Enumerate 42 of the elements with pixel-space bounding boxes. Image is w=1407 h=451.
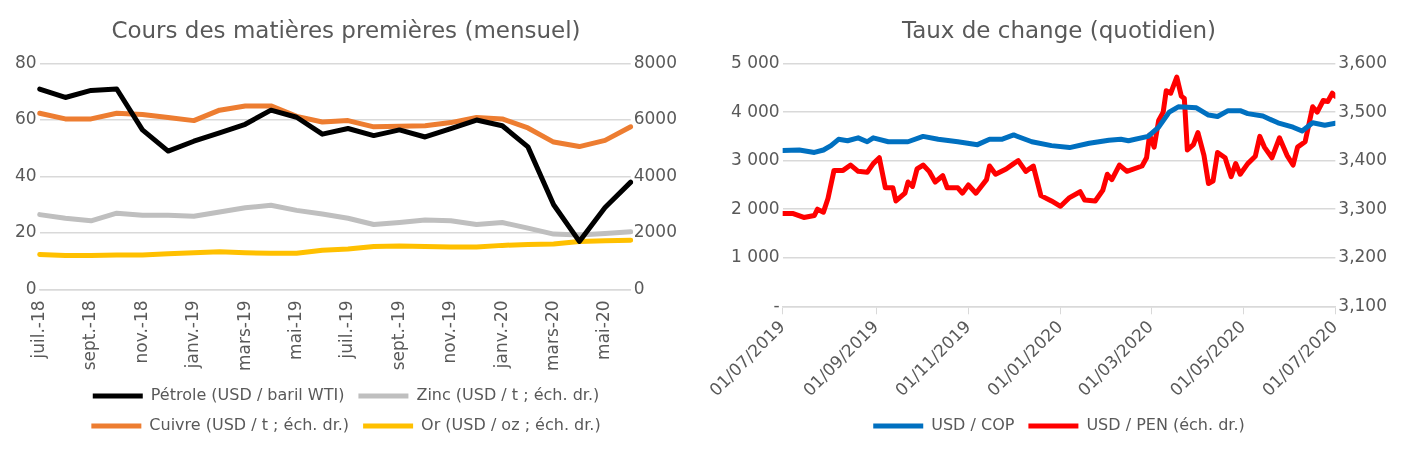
y2-tick-label: 3,600 (1338, 52, 1387, 73)
y-tick-label: 0 (25, 277, 37, 298)
x-tick-label: nov.-19 (439, 300, 460, 364)
y2-tick-label: 0 (633, 277, 645, 298)
x-tick-label: janv.-20 (490, 300, 511, 370)
y-tick-label: 20 (14, 221, 37, 242)
y-tick-label: 5 000 (731, 52, 780, 73)
y-tick-label: - (773, 294, 780, 315)
legend-label: USD / PEN (éch. dr.) (1086, 415, 1245, 435)
y-tick-label: 60 (14, 108, 37, 129)
x-tick-label: mai-19 (285, 300, 306, 360)
x-tick-label: mars-20 (542, 300, 563, 371)
x-tick-label: nov.-18 (130, 300, 151, 364)
y-tick-label: 1 000 (731, 246, 780, 267)
y2-tick-label: 2000 (633, 221, 677, 242)
x-tick-label: mars-19 (233, 300, 254, 371)
y2-tick-label: 3,100 (1338, 294, 1387, 315)
y2-tick-label: 3,500 (1338, 100, 1387, 121)
y-tick-label: 80 (14, 52, 37, 73)
legend-label: Or (USD / oz ; éch. dr.) (421, 415, 601, 435)
y-tick-label: 2 000 (731, 197, 780, 218)
y2-tick-label: 6000 (633, 108, 677, 129)
x-tick-label: mai-20 (593, 300, 614, 360)
x-tick-label: juil.-18 (28, 300, 49, 360)
chart-title: Taux de change (quotidien) (900, 16, 1217, 43)
y-tick-label: 3 000 (731, 149, 780, 170)
chart-title: Cours des matières premières (mensuel) (111, 16, 581, 43)
y2-tick-label: 3,300 (1338, 197, 1387, 218)
legend-label: Zinc (USD / t ; éch. dr.) (416, 385, 600, 405)
y2-tick-label: 8000 (633, 52, 677, 73)
y2-tick-label: 3,200 (1338, 246, 1387, 267)
legend-label: Cuivre (USD / t ; éch. dr.) (149, 415, 350, 435)
x-tick-label: janv.-19 (182, 300, 203, 370)
legend-label: USD / COP (931, 415, 1015, 435)
y-tick-label: 40 (14, 164, 37, 185)
y2-tick-label: 3,400 (1338, 149, 1387, 170)
y-tick-label: 4 000 (731, 100, 780, 121)
x-tick-label: sept.-18 (79, 300, 100, 371)
x-tick-label: juil.-19 (336, 300, 357, 360)
legend-label: Pétrole (USD / baril WTI) (150, 385, 345, 405)
y2-tick-label: 4000 (633, 164, 677, 185)
x-tick-label: sept.-19 (387, 300, 408, 371)
